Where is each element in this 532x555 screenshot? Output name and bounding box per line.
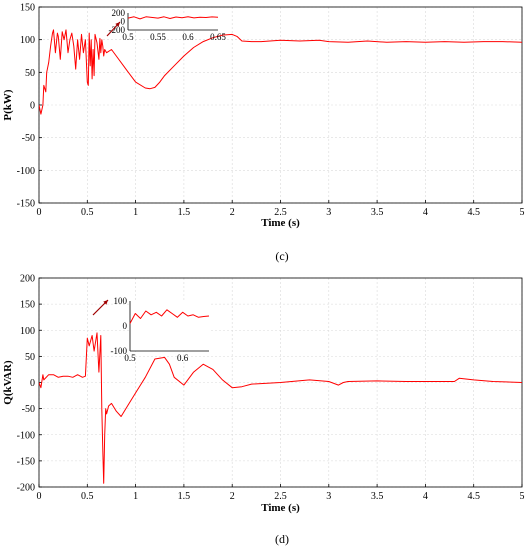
series-line	[39, 332, 522, 484]
x-tick-label: 4.5	[467, 491, 480, 502]
y-tick-label: 150	[20, 300, 35, 311]
x-tick-label: 0	[37, 491, 42, 502]
inset-y-tick-label: 100	[114, 296, 128, 306]
y-tick-label: -150	[17, 456, 35, 467]
x-tick-label: 1.5	[178, 491, 191, 502]
inset-y-tick-label: 0	[121, 17, 126, 27]
x-axis-label: Time (s)	[261, 217, 300, 229]
inset-x-tick-label: 0.65	[210, 32, 226, 42]
y-tick-label: 0	[30, 378, 35, 389]
inset-y-tick-label: -100	[111, 346, 128, 356]
y-tick-label: 100	[20, 326, 35, 337]
x-tick-label: 2.5	[274, 207, 287, 218]
inset-series-line	[129, 309, 210, 324]
y-axis-label: P(kW)	[2, 89, 14, 121]
x-tick-label: 0	[37, 207, 42, 218]
chart-active-power: 0 0.5 1 1.5 2 2.5 3 3.5 4 4.5 5 -150 -100 -50 0 50 100 15…	[2, 3, 525, 230]
x-tick-label: 2	[230, 491, 235, 502]
y-tick-label: 150	[20, 3, 35, 14]
x-tick-label: 3	[326, 491, 331, 502]
y-tick-label: -100	[17, 430, 35, 441]
inset-x-tick-label: 0.6	[182, 32, 194, 42]
x-tick-label: 5	[520, 491, 525, 502]
x-tick-label: 1	[133, 207, 138, 218]
zoom-arrowhead-icon	[115, 22, 120, 27]
zoom-arrowhead-icon	[103, 300, 108, 305]
chart-reactive-power: 0 0.5 1 1.5 2 2.5 3 3.5 4 4.5 5 -200 -150 -100 -50 0 50 1…	[2, 274, 525, 515]
x-tick-label: 1.5	[178, 207, 191, 218]
y-tick-label: 0	[30, 101, 35, 112]
caption-d: (d)	[275, 532, 289, 546]
x-tick-label: 3.5	[371, 491, 384, 502]
y-tick-label: 200	[20, 274, 35, 285]
inset-y-tick-label: 200	[112, 8, 126, 18]
x-axis-label: Time (s)	[261, 502, 300, 514]
y-tick-label: -50	[22, 133, 35, 144]
x-tick-label: 2.5	[274, 491, 287, 502]
x-tick-label: 4	[423, 491, 428, 502]
inset-y-tick-label: 0	[123, 321, 128, 331]
inset-background	[130, 301, 209, 351]
x-tick-label: 5	[520, 207, 525, 218]
inset-y-tick-label: -200	[109, 25, 126, 35]
series-line	[39, 29, 522, 115]
inset-x-tick-label: 0.5	[124, 353, 136, 363]
caption-c: (c)	[275, 249, 288, 263]
y-tick-label: -100	[17, 166, 35, 177]
y-axis-label: Q(kVAR)	[2, 360, 14, 405]
inset-series-line	[127, 16, 219, 20]
inset-background	[128, 13, 218, 30]
inset-plot: 0.5 0.6 100 0 -100	[92, 296, 210, 363]
inset-x-tick-label: 0.5	[122, 32, 134, 42]
x-tick-label: 4.5	[467, 207, 480, 218]
y-tick-label: 50	[25, 68, 35, 79]
x-tick-label: 3	[326, 207, 331, 218]
x-tick-label: 0.5	[81, 207, 94, 218]
x-tick-label: 0.5	[81, 491, 94, 502]
y-tick-label: -50	[22, 404, 35, 415]
y-tick-label: 50	[25, 352, 35, 363]
y-tick-label: -150	[17, 199, 35, 210]
x-tick-label: 4	[423, 207, 428, 218]
inset-x-tick-label: 0.6	[177, 353, 189, 363]
y-tick-label: 100	[20, 35, 35, 46]
x-tick-label: 1	[133, 491, 138, 502]
x-tick-label: 2	[230, 207, 235, 218]
inset-x-tick-label: 0.55	[150, 32, 166, 42]
y-tick-label: -200	[17, 483, 35, 494]
x-tick-label: 3.5	[371, 207, 384, 218]
